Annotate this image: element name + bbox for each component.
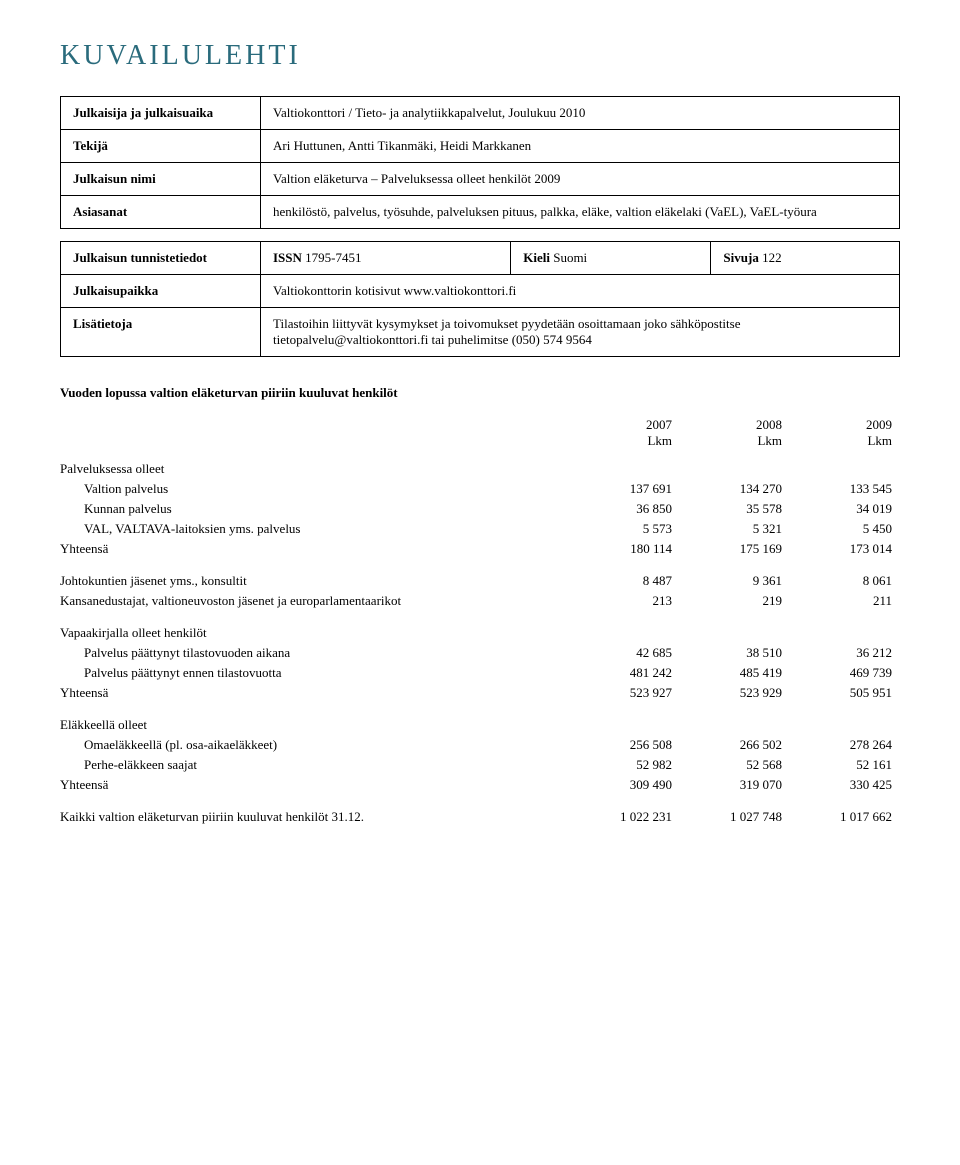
table-cell: 52 982	[570, 755, 680, 775]
table-cell: 9 361	[680, 559, 790, 591]
table-cell: 256 508	[570, 735, 680, 755]
table-cell	[570, 703, 680, 735]
pubname-value: Valtion eläketurva – Palveluksessa ollee…	[261, 163, 900, 196]
table-cell	[680, 703, 790, 735]
table-cell	[570, 611, 680, 643]
table-cell: 469 739	[790, 663, 900, 683]
table-row-label: Omaeläkkeellä (pl. osa-aikaeläkkeet)	[60, 735, 570, 755]
table-cell: 481 242	[570, 663, 680, 683]
table-cell	[680, 459, 790, 479]
keywords-label: Asiasanat	[61, 196, 261, 229]
table-cell: 5 573	[570, 519, 680, 539]
year-2009: 2009	[790, 415, 900, 433]
table-row-label: VAL, VALTAVA-laitoksien yms. palvelus	[60, 519, 570, 539]
table-row-label: Yhteensä	[60, 539, 570, 559]
table-cell: 1 017 662	[790, 795, 900, 827]
year-2008: 2008	[680, 415, 790, 433]
table-cell: 309 490	[570, 775, 680, 795]
table-row-label: Vapaakirjalla olleet henkilöt	[60, 611, 570, 643]
pages-value: 122	[762, 250, 782, 265]
page-title: KUVAILULEHTI	[60, 40, 900, 72]
table-cell: 133 545	[790, 479, 900, 499]
table-cell: 42 685	[570, 643, 680, 663]
table-cell: 213	[570, 591, 680, 611]
table-cell: 36 850	[570, 499, 680, 519]
lang-label: Kieli	[523, 250, 550, 265]
table-cell: 52 161	[790, 755, 900, 775]
table-cell	[570, 459, 680, 479]
lang-cell: Kieli Suomi	[511, 242, 711, 275]
publisher-value: Valtiokonttori / Tieto- ja analytiikkapa…	[261, 97, 900, 130]
summary-table: 2007 2008 2009 Lkm Lkm Lkm Palveluksessa…	[60, 415, 900, 827]
unit-2007: Lkm	[570, 433, 680, 459]
table-cell: 523 929	[680, 683, 790, 703]
ident-label: Julkaisun tunnistetiedot	[61, 242, 261, 275]
meta-table: Julkaisija ja julkaisuaika Valtiokonttor…	[60, 96, 900, 229]
pages-cell: Sivuja 122	[711, 242, 900, 275]
issn-value: 1795-7451	[305, 250, 361, 265]
table-row-label: Kunnan palvelus	[60, 499, 570, 519]
table-cell: 8 487	[570, 559, 680, 591]
table-cell: 5 450	[790, 519, 900, 539]
table-cell: 52 568	[680, 755, 790, 775]
pages-label: Sivuja	[723, 250, 758, 265]
table-cell: 137 691	[570, 479, 680, 499]
publisher-label: Julkaisija ja julkaisuaika	[61, 97, 261, 130]
table-cell: 35 578	[680, 499, 790, 519]
table-cell	[790, 611, 900, 643]
table-cell: 180 114	[570, 539, 680, 559]
table-row-label: Yhteensä	[60, 683, 570, 703]
issn-label: ISSN	[273, 250, 302, 265]
author-label: Tekijä	[61, 130, 261, 163]
table-row-label: Valtion palvelus	[60, 479, 570, 499]
table-cell: 278 264	[790, 735, 900, 755]
table-cell: 5 321	[680, 519, 790, 539]
table-cell: 319 070	[680, 775, 790, 795]
table-cell: 34 019	[790, 499, 900, 519]
summary-title: Vuoden lopussa valtion eläketurvan piiri…	[60, 385, 900, 401]
moreinfo-value: Tilastoihin liittyvät kysymykset ja toiv…	[261, 308, 900, 357]
table-row-label: Palvelus päättynyt ennen tilastovuotta	[60, 663, 570, 683]
table-cell: 8 061	[790, 559, 900, 591]
table-cell: 1 027 748	[680, 795, 790, 827]
table-row-label: Johtokuntien jäsenet yms., konsultit	[60, 559, 570, 591]
table-cell: 175 169	[680, 539, 790, 559]
place-value: Valtiokonttorin kotisivut www.valtiokont…	[261, 275, 900, 308]
year-2007: 2007	[570, 415, 680, 433]
table-cell: 173 014	[790, 539, 900, 559]
table-cell: 38 510	[680, 643, 790, 663]
table-cell: 485 419	[680, 663, 790, 683]
ident-table: Julkaisun tunnistetiedot ISSN 1795-7451 …	[60, 241, 900, 357]
table-cell	[680, 611, 790, 643]
table-cell: 219	[680, 591, 790, 611]
moreinfo-label: Lisätietoja	[61, 308, 261, 357]
table-cell: 1 022 231	[570, 795, 680, 827]
table-cell: 330 425	[790, 775, 900, 795]
table-cell: 505 951	[790, 683, 900, 703]
table-row-label: Palvelus päättynyt tilastovuoden aikana	[60, 643, 570, 663]
unit-2009: Lkm	[790, 433, 900, 459]
unit-2008: Lkm	[680, 433, 790, 459]
keywords-value: henkilöstö, palvelus, työsuhde, palveluk…	[261, 196, 900, 229]
table-row-label: Eläkkeellä olleet	[60, 703, 570, 735]
pubname-label: Julkaisun nimi	[61, 163, 261, 196]
issn-cell: ISSN 1795-7451	[261, 242, 511, 275]
table-cell	[790, 703, 900, 735]
place-label: Julkaisupaikka	[61, 275, 261, 308]
table-cell: 211	[790, 591, 900, 611]
table-row-label: Palveluksessa olleet	[60, 459, 570, 479]
table-cell: 36 212	[790, 643, 900, 663]
table-row-label: Yhteensä	[60, 775, 570, 795]
table-row-label: Kansanedustajat, valtioneuvoston jäsenet…	[60, 591, 570, 611]
table-cell: 266 502	[680, 735, 790, 755]
table-cell: 134 270	[680, 479, 790, 499]
table-row-label: Kaikki valtion eläketurvan piiriin kuulu…	[60, 795, 570, 827]
table-cell: 523 927	[570, 683, 680, 703]
author-value: Ari Huttunen, Antti Tikanmäki, Heidi Mar…	[261, 130, 900, 163]
table-cell	[790, 459, 900, 479]
lang-value: Suomi	[553, 250, 587, 265]
table-row-label: Perhe-eläkkeen saajat	[60, 755, 570, 775]
